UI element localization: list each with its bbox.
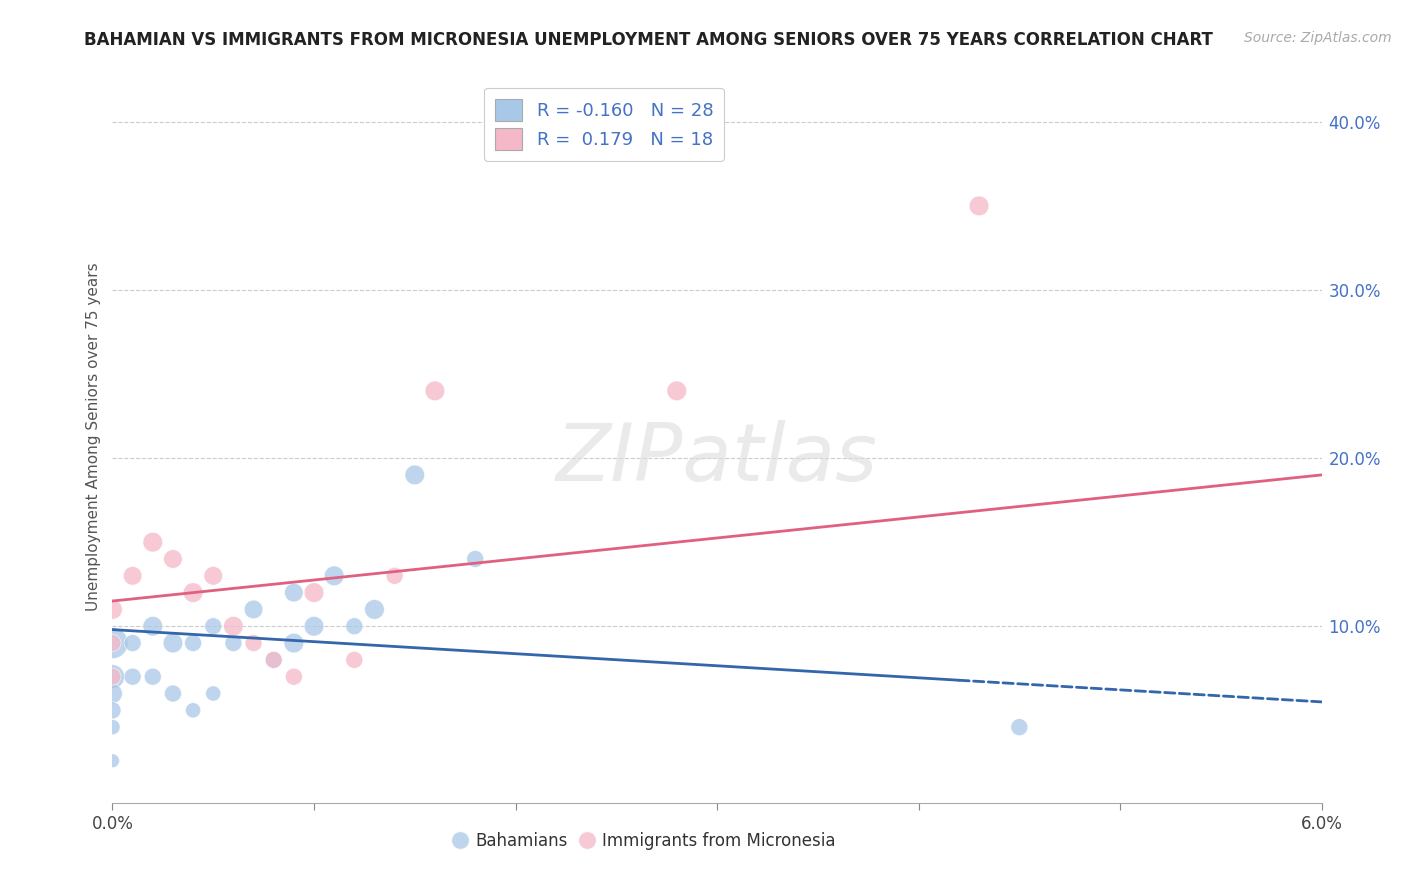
- Point: [101, 686, 124, 700]
- Point: [202, 686, 225, 700]
- Point: [142, 670, 165, 684]
- Point: [101, 754, 124, 768]
- Point: [323, 569, 346, 583]
- Text: Source: ZipAtlas.com: Source: ZipAtlas.com: [1244, 31, 1392, 45]
- Text: ZIPatlas: ZIPatlas: [555, 420, 879, 498]
- Point: [343, 653, 366, 667]
- Point: [1008, 720, 1031, 734]
- Point: [162, 636, 184, 650]
- Point: [242, 636, 264, 650]
- Point: [283, 585, 305, 599]
- Point: [101, 670, 124, 684]
- Point: [665, 384, 688, 398]
- Point: [263, 653, 285, 667]
- Point: [302, 585, 325, 599]
- Point: [222, 636, 245, 650]
- Point: [101, 703, 124, 717]
- Point: [363, 602, 385, 616]
- Point: [302, 619, 325, 633]
- Point: [101, 602, 124, 616]
- Point: [263, 653, 285, 667]
- Point: [121, 636, 143, 650]
- Point: [242, 602, 264, 616]
- Point: [121, 670, 143, 684]
- Point: [162, 686, 184, 700]
- Point: [202, 569, 225, 583]
- Point: [101, 720, 124, 734]
- Legend: Bahamians, Immigrants from Micronesia: Bahamians, Immigrants from Micronesia: [447, 825, 842, 856]
- Point: [222, 619, 245, 633]
- Point: [464, 552, 486, 566]
- Point: [181, 636, 204, 650]
- Point: [181, 703, 204, 717]
- Point: [967, 199, 990, 213]
- Point: [142, 535, 165, 549]
- Point: [404, 467, 426, 482]
- Point: [343, 619, 366, 633]
- Point: [181, 585, 204, 599]
- Point: [121, 569, 143, 583]
- Point: [162, 552, 184, 566]
- Point: [423, 384, 446, 398]
- Point: [283, 670, 305, 684]
- Point: [283, 636, 305, 650]
- Point: [101, 670, 124, 684]
- Y-axis label: Unemployment Among Seniors over 75 years: Unemployment Among Seniors over 75 years: [86, 263, 101, 611]
- Point: [101, 636, 124, 650]
- Point: [202, 619, 225, 633]
- Point: [384, 569, 406, 583]
- Point: [101, 636, 124, 650]
- Point: [142, 619, 165, 633]
- Text: BAHAMIAN VS IMMIGRANTS FROM MICRONESIA UNEMPLOYMENT AMONG SENIORS OVER 75 YEARS : BAHAMIAN VS IMMIGRANTS FROM MICRONESIA U…: [84, 31, 1213, 49]
